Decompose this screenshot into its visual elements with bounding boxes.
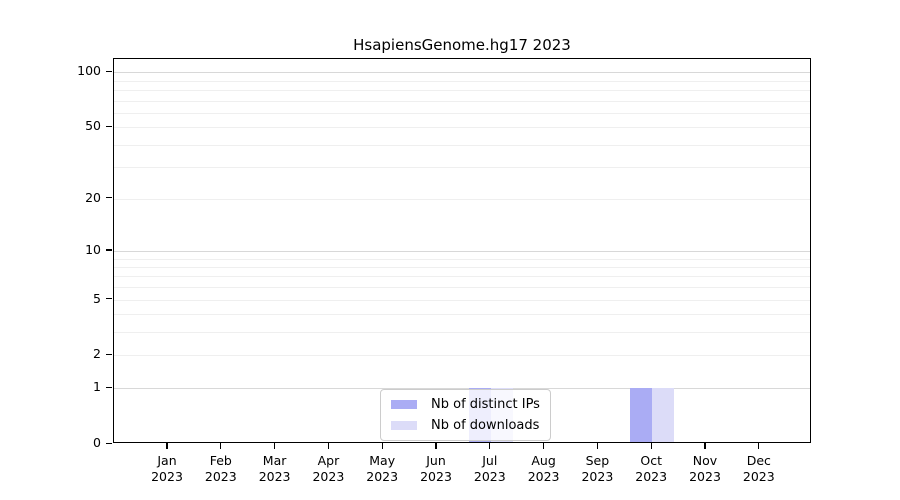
x-tick-year-label: 2023 (366, 469, 399, 484)
y-tick-mark (106, 353, 112, 356)
y-tick-label: 10 (85, 241, 101, 257)
minor-gridline (114, 127, 810, 129)
minor-gridline (114, 258, 810, 260)
minor-gridline (114, 332, 810, 334)
y-tick-label: 50 (85, 118, 101, 134)
legend-label-downloads: Nb of downloads (431, 418, 540, 433)
x-tick-year-label: 2023 (151, 469, 183, 484)
plot-area: Nb of distinct IPs Nb of downloads (113, 58, 811, 443)
x-tick-mark (381, 443, 383, 449)
x-tick-year-label: 2023 (473, 469, 506, 484)
major-gridline (114, 388, 810, 390)
y-tick-mark (106, 197, 112, 199)
x-tick-label-mar: Mar 2023 (245, 453, 305, 485)
legend-swatch-downloads (391, 421, 417, 430)
bar-distinct-ips-oct (630, 388, 653, 442)
major-gridline (114, 72, 810, 74)
x-tick-mark (166, 443, 168, 449)
x-tick-label-aug: Aug 2023 (514, 453, 574, 485)
x-tick-label-jan: Jan 2023 (137, 453, 197, 485)
x-tick-year-label: 2023 (258, 469, 291, 484)
minor-gridline (114, 266, 810, 268)
x-tick-mark (274, 443, 276, 449)
y-tick-label: 100 (77, 63, 101, 79)
x-tick-mark (543, 443, 545, 449)
minor-gridline (114, 167, 810, 169)
x-tick-year-label: 2023 (581, 469, 614, 484)
chart-title: HsapiensGenome.hg17 2023 (353, 36, 571, 54)
y-tick-mark (106, 298, 112, 300)
legend: Nb of distinct IPs Nb of downloads (380, 389, 551, 441)
x-tick-mark (489, 443, 491, 449)
minor-gridline (114, 314, 810, 316)
x-tick-mark (327, 443, 329, 449)
x-tick-label-jul: Jul 2023 (460, 453, 520, 485)
minor-gridline (114, 112, 810, 114)
y-tick-label: 1 (93, 379, 101, 395)
x-tick-year-label: 2023 (689, 469, 721, 484)
x-tick-year-label: 2023 (420, 469, 452, 484)
y-tick-label: 5 (93, 290, 101, 306)
x-tick-label-jun: Jun 2023 (406, 453, 466, 485)
x-tick-mark (758, 443, 760, 449)
x-tick-year-label: 2023 (527, 469, 560, 484)
minor-gridline (114, 299, 810, 301)
x-tick-label-apr: Apr 2023 (298, 453, 358, 485)
x-tick-label-oct: Oct 2023 (621, 453, 681, 485)
x-tick-label-dec: Dec 2023 (729, 453, 789, 485)
minor-gridline (114, 100, 810, 102)
y-tick-mark (106, 249, 112, 251)
legend-item-downloads: Nb of downloads (391, 418, 540, 433)
y-tick-label: 2 (93, 346, 101, 362)
x-tick-year-label: 2023 (635, 469, 668, 484)
minor-gridline (114, 276, 810, 278)
x-tick-label-sep: Sep 2023 (567, 453, 627, 485)
minor-gridline (114, 355, 810, 357)
x-tick-label-nov: Nov 2023 (675, 453, 735, 485)
x-tick-label-feb: Feb 2023 (191, 453, 251, 485)
y-tick-mark (106, 125, 112, 127)
x-tick-year-label: 2023 (742, 469, 775, 484)
y-tick-mark (106, 70, 112, 72)
x-tick-mark (596, 443, 598, 449)
plot-canvas (114, 59, 810, 442)
y-tick-label: 0 (93, 435, 101, 450)
y-tick-mark (106, 386, 112, 388)
minor-gridline (114, 144, 810, 146)
x-tick-year-label: 2023 (204, 469, 237, 484)
minor-gridline (114, 198, 810, 200)
y-tick-mark (106, 442, 112, 444)
legend-label-distinct-ips: Nb of distinct IPs (431, 397, 540, 412)
legend-item-distinct-ips: Nb of distinct IPs (391, 397, 540, 412)
legend-swatch-distinct-ips (391, 400, 417, 409)
major-gridline (114, 250, 810, 252)
x-tick-year-label: 2023 (312, 469, 345, 484)
minor-gridline (114, 80, 810, 82)
x-tick-mark (650, 443, 652, 449)
x-tick-mark (435, 443, 437, 449)
bar-downloads-oct (652, 388, 675, 442)
x-tick-label-may: May 2023 (352, 453, 412, 485)
y-tick-label: 20 (85, 189, 101, 205)
minor-gridline (114, 89, 810, 91)
x-tick-mark (220, 443, 222, 449)
minor-gridline (114, 287, 810, 289)
x-tick-mark (704, 443, 706, 449)
